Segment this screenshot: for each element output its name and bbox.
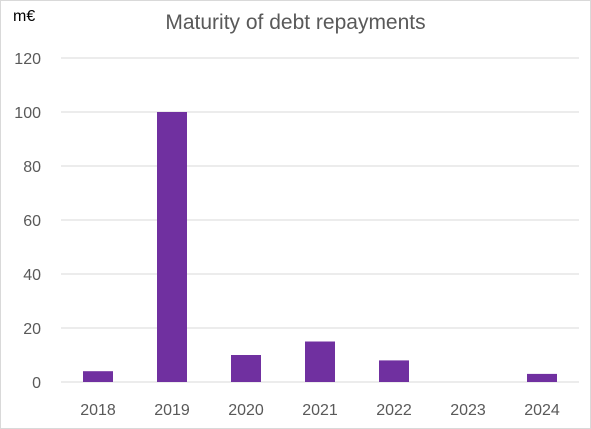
y-tick-label: 80 (23, 159, 41, 176)
y-tick-label: 0 (32, 375, 41, 392)
x-tick-label: 2024 (524, 402, 560, 419)
bars (83, 112, 557, 382)
chart-title: Maturity of debt repayments (165, 11, 426, 34)
x-tick-label: 2023 (450, 402, 486, 419)
y-tick-label: 20 (23, 321, 41, 338)
y-tick-label: 60 (23, 213, 41, 230)
x-tick-label: 2018 (80, 402, 116, 419)
y-tick-label: 40 (23, 267, 41, 284)
x-tick-label: 2020 (228, 402, 264, 419)
y-unit-label: m€ (13, 8, 36, 25)
gridlines (61, 57, 579, 383)
x-tick-label: 2022 (376, 402, 412, 419)
y-tick-label: 120 (14, 51, 41, 68)
y-axis-ticks: 0 20 40 60 80 100 120 (14, 51, 41, 392)
bar-2021 (305, 341, 335, 382)
bar-2018 (83, 371, 113, 382)
y-tick-label: 100 (14, 105, 41, 122)
bar-2020 (231, 355, 261, 382)
x-tick-label: 2019 (154, 402, 190, 419)
x-axis-ticks: 2018 2019 2020 2021 2022 2023 2024 (80, 402, 560, 419)
x-tick-label: 2021 (302, 402, 338, 419)
bar-2024 (527, 373, 557, 382)
bar-2022 (379, 360, 409, 382)
bar-2019 (157, 112, 187, 382)
